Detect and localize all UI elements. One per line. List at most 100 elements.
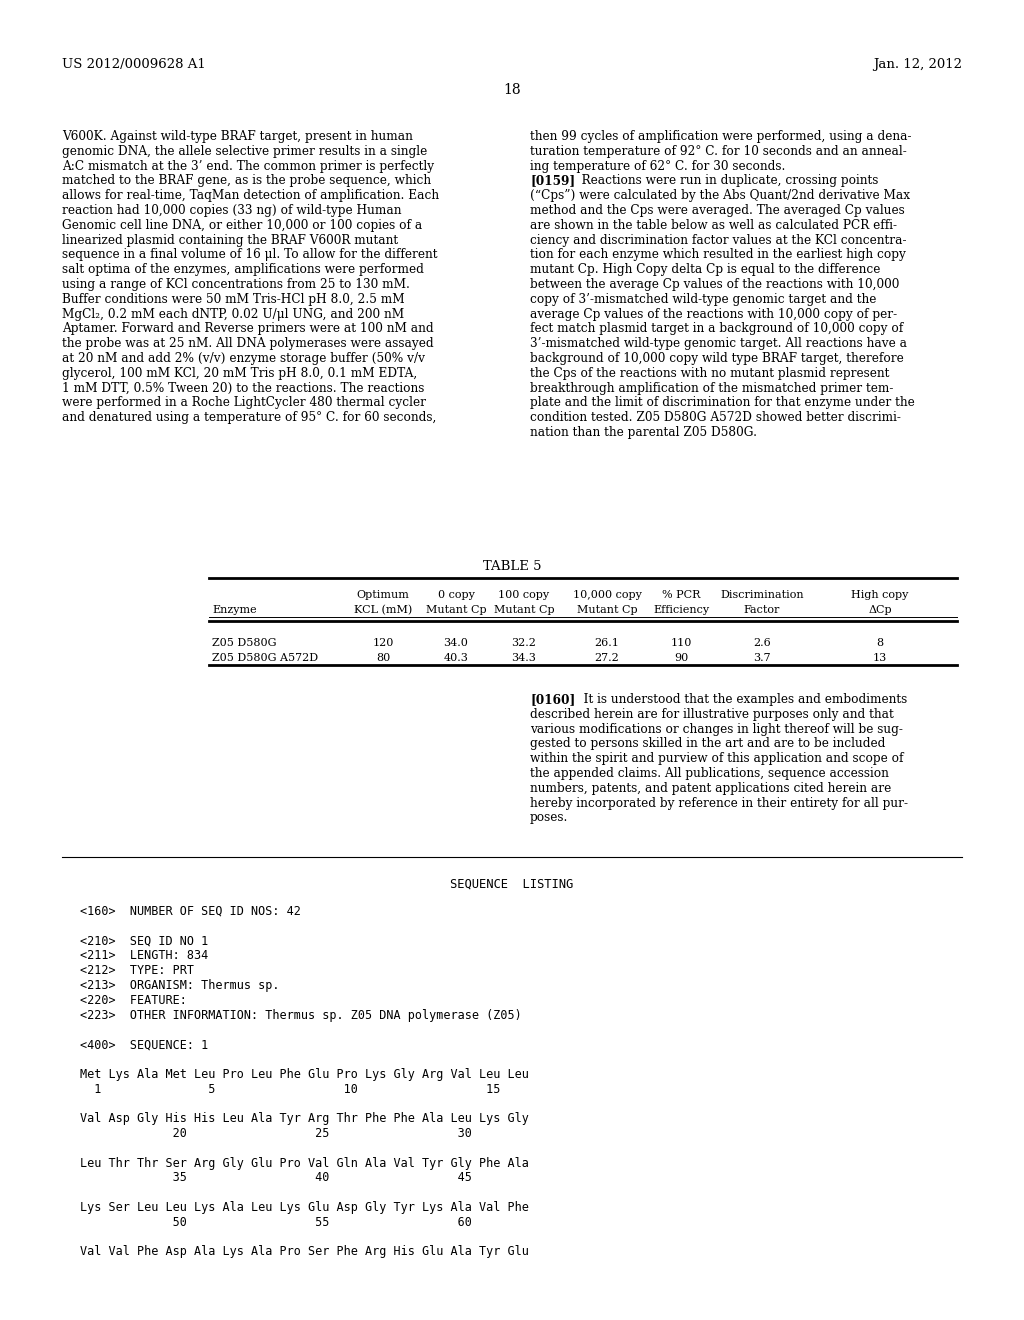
Text: 90: 90 bbox=[674, 653, 688, 663]
Text: Met Lys Ala Met Leu Pro Leu Phe Glu Pro Lys Gly Arg Val Leu Leu: Met Lys Ala Met Leu Pro Leu Phe Glu Pro … bbox=[80, 1068, 528, 1081]
Text: <160>  NUMBER OF SEQ ID NOS: 42: <160> NUMBER OF SEQ ID NOS: 42 bbox=[80, 906, 301, 917]
Text: <400>  SEQUENCE: 1: <400> SEQUENCE: 1 bbox=[80, 1039, 208, 1051]
Text: 1               5                  10                  15: 1 5 10 15 bbox=[80, 1082, 501, 1096]
Text: Z05 D580G A572D: Z05 D580G A572D bbox=[212, 653, 318, 663]
Text: 8: 8 bbox=[877, 638, 884, 648]
Text: gested to persons skilled in the art and are to be included: gested to persons skilled in the art and… bbox=[530, 738, 886, 750]
Text: 3’-mismatched wild-type genomic target. All reactions have a: 3’-mismatched wild-type genomic target. … bbox=[530, 337, 907, 350]
Text: 3.7: 3.7 bbox=[754, 653, 771, 663]
Text: 32.2: 32.2 bbox=[512, 638, 537, 648]
Text: breakthrough amplification of the mismatched primer tem-: breakthrough amplification of the mismat… bbox=[530, 381, 893, 395]
Text: <220>  FEATURE:: <220> FEATURE: bbox=[80, 994, 186, 1007]
Text: It is understood that the examples and embodiments: It is understood that the examples and e… bbox=[572, 693, 907, 706]
Text: Aptamer. Forward and Reverse primers were at 100 nM and: Aptamer. Forward and Reverse primers wer… bbox=[62, 322, 433, 335]
Text: between the average Cp values of the reactions with 10,000: between the average Cp values of the rea… bbox=[530, 279, 899, 290]
Text: 34.3: 34.3 bbox=[512, 653, 537, 663]
Text: are shown in the table below as well as calculated PCR effi-: are shown in the table below as well as … bbox=[530, 219, 897, 232]
Text: % PCR: % PCR bbox=[662, 590, 700, 601]
Text: SEQUENCE  LISTING: SEQUENCE LISTING bbox=[451, 878, 573, 891]
Text: 0 copy: 0 copy bbox=[437, 590, 474, 601]
Text: Jan. 12, 2012: Jan. 12, 2012 bbox=[873, 58, 962, 71]
Text: numbers, patents, and patent applications cited herein are: numbers, patents, and patent application… bbox=[530, 781, 891, 795]
Text: sequence in a final volume of 16 μl. To allow for the different: sequence in a final volume of 16 μl. To … bbox=[62, 248, 437, 261]
Text: described herein are for illustrative purposes only and that: described herein are for illustrative pu… bbox=[530, 708, 894, 721]
Text: 2.6: 2.6 bbox=[753, 638, 771, 648]
Text: various modifications or changes in light thereof will be sug-: various modifications or changes in ligh… bbox=[530, 722, 903, 735]
Text: Z05 D580G: Z05 D580G bbox=[212, 638, 276, 648]
Text: turation temperature of 92° C. for 10 seconds and an anneal-: turation temperature of 92° C. for 10 se… bbox=[530, 145, 906, 158]
Text: average Cp values of the reactions with 10,000 copy of per-: average Cp values of the reactions with … bbox=[530, 308, 897, 321]
Text: <213>  ORGANISM: Thermus sp.: <213> ORGANISM: Thermus sp. bbox=[80, 979, 280, 993]
Text: background of 10,000 copy wild type BRAF target, therefore: background of 10,000 copy wild type BRAF… bbox=[530, 352, 904, 366]
Text: TABLE 5: TABLE 5 bbox=[482, 560, 542, 573]
Text: 40.3: 40.3 bbox=[443, 653, 468, 663]
Text: 13: 13 bbox=[872, 653, 887, 663]
Text: mutant Cp. High Copy delta Cp is equal to the difference: mutant Cp. High Copy delta Cp is equal t… bbox=[530, 263, 881, 276]
Text: Efficiency: Efficiency bbox=[653, 605, 709, 615]
Text: linearized plasmid containing the BRAF V600R mutant: linearized plasmid containing the BRAF V… bbox=[62, 234, 398, 247]
Text: Mutant Cp: Mutant Cp bbox=[577, 605, 637, 615]
Text: 20                  25                  30: 20 25 30 bbox=[80, 1127, 472, 1140]
Text: glycerol, 100 mM KCl, 20 mM Tris pH 8.0, 0.1 mM EDTA,: glycerol, 100 mM KCl, 20 mM Tris pH 8.0,… bbox=[62, 367, 417, 380]
Text: High copy: High copy bbox=[851, 590, 908, 601]
Text: Discrimination: Discrimination bbox=[720, 590, 804, 601]
Text: matched to the BRAF gene, as is the probe sequence, which: matched to the BRAF gene, as is the prob… bbox=[62, 174, 431, 187]
Text: V600K. Against wild-type BRAF target, present in human: V600K. Against wild-type BRAF target, pr… bbox=[62, 129, 413, 143]
Text: 34.0: 34.0 bbox=[443, 638, 468, 648]
Text: <211>  LENGTH: 834: <211> LENGTH: 834 bbox=[80, 949, 208, 962]
Text: the probe was at 25 nM. All DNA polymerases were assayed: the probe was at 25 nM. All DNA polymera… bbox=[62, 337, 433, 350]
Text: 110: 110 bbox=[671, 638, 691, 648]
Text: ing temperature of 62° C. for 30 seconds.: ing temperature of 62° C. for 30 seconds… bbox=[530, 160, 785, 173]
Text: salt optima of the enzymes, amplifications were performed: salt optima of the enzymes, amplificatio… bbox=[62, 263, 424, 276]
Text: Val Val Phe Asp Ala Lys Ala Pro Ser Phe Arg His Glu Ala Tyr Glu: Val Val Phe Asp Ala Lys Ala Pro Ser Phe … bbox=[80, 1245, 528, 1258]
Text: fect match plasmid target in a background of 10,000 copy of: fect match plasmid target in a backgroun… bbox=[530, 322, 903, 335]
Text: allows for real-time, TaqMan detection of amplification. Each: allows for real-time, TaqMan detection o… bbox=[62, 189, 439, 202]
Text: 10,000 copy: 10,000 copy bbox=[572, 590, 641, 601]
Text: KCL (mM): KCL (mM) bbox=[354, 605, 412, 615]
Text: 26.1: 26.1 bbox=[595, 638, 620, 648]
Text: 120: 120 bbox=[373, 638, 393, 648]
Text: Buffer conditions were 50 mM Tris-HCl pH 8.0, 2.5 mM: Buffer conditions were 50 mM Tris-HCl pH… bbox=[62, 293, 404, 306]
Text: Lys Ser Leu Leu Lys Ala Leu Lys Glu Asp Gly Tyr Lys Ala Val Phe: Lys Ser Leu Leu Lys Ala Leu Lys Glu Asp … bbox=[80, 1201, 528, 1214]
Text: tion for each enzyme which resulted in the earliest high copy: tion for each enzyme which resulted in t… bbox=[530, 248, 906, 261]
Text: Leu Thr Thr Ser Arg Gly Glu Pro Val Gln Ala Val Tyr Gly Phe Ala: Leu Thr Thr Ser Arg Gly Glu Pro Val Gln … bbox=[80, 1156, 528, 1170]
Text: then 99 cycles of amplification were performed, using a dena-: then 99 cycles of amplification were per… bbox=[530, 129, 911, 143]
Text: poses.: poses. bbox=[530, 812, 568, 825]
Text: 80: 80 bbox=[376, 653, 390, 663]
Text: <210>  SEQ ID NO 1: <210> SEQ ID NO 1 bbox=[80, 935, 208, 948]
Text: copy of 3’-mismatched wild-type genomic target and the: copy of 3’-mismatched wild-type genomic … bbox=[530, 293, 877, 306]
Text: Optimum: Optimum bbox=[356, 590, 410, 601]
Text: 18: 18 bbox=[503, 83, 521, 96]
Text: A:C mismatch at the 3’ end. The common primer is perfectly: A:C mismatch at the 3’ end. The common p… bbox=[62, 160, 434, 173]
Text: Val Asp Gly His His Leu Ala Tyr Arg Thr Phe Phe Ala Leu Lys Gly: Val Asp Gly His His Leu Ala Tyr Arg Thr … bbox=[80, 1113, 528, 1125]
Text: 100 copy: 100 copy bbox=[499, 590, 550, 601]
Text: at 20 nM and add 2% (v/v) enzyme storage buffer (50% v/v: at 20 nM and add 2% (v/v) enzyme storage… bbox=[62, 352, 425, 366]
Text: Reactions were run in duplicate, crossing points: Reactions were run in duplicate, crossin… bbox=[570, 174, 879, 187]
Text: ΔCp: ΔCp bbox=[868, 605, 892, 615]
Text: genomic DNA, the allele selective primer results in a single: genomic DNA, the allele selective primer… bbox=[62, 145, 427, 158]
Text: Mutant Cp: Mutant Cp bbox=[494, 605, 554, 615]
Text: (“Cps”) were calculated by the Abs Quant/2nd derivative Max: (“Cps”) were calculated by the Abs Quant… bbox=[530, 189, 910, 202]
Text: 35                  40                  45: 35 40 45 bbox=[80, 1171, 472, 1184]
Text: plate and the limit of discrimination for that enzyme under the: plate and the limit of discrimination fo… bbox=[530, 396, 914, 409]
Text: [0159]: [0159] bbox=[530, 174, 575, 187]
Text: [0160]: [0160] bbox=[530, 693, 575, 706]
Text: condition tested. Z05 D580G A572D showed better discrimi-: condition tested. Z05 D580G A572D showed… bbox=[530, 412, 901, 424]
Text: ciency and discrimination factor values at the KCl concentra-: ciency and discrimination factor values … bbox=[530, 234, 906, 247]
Text: <212>  TYPE: PRT: <212> TYPE: PRT bbox=[80, 964, 194, 977]
Text: within the spirit and purview of this application and scope of: within the spirit and purview of this ap… bbox=[530, 752, 903, 766]
Text: Genomic cell line DNA, or either 10,000 or 100 copies of a: Genomic cell line DNA, or either 10,000 … bbox=[62, 219, 422, 232]
Text: the appended claims. All publications, sequence accession: the appended claims. All publications, s… bbox=[530, 767, 889, 780]
Text: and denatured using a temperature of 95° C. for 60 seconds,: and denatured using a temperature of 95°… bbox=[62, 412, 436, 424]
Text: Factor: Factor bbox=[743, 605, 780, 615]
Text: Enzyme: Enzyme bbox=[212, 605, 257, 615]
Text: 50                  55                  60: 50 55 60 bbox=[80, 1216, 472, 1229]
Text: using a range of KCl concentrations from 25 to 130 mM.: using a range of KCl concentrations from… bbox=[62, 279, 410, 290]
Text: the Cps of the reactions with no mutant plasmid represent: the Cps of the reactions with no mutant … bbox=[530, 367, 890, 380]
Text: Mutant Cp: Mutant Cp bbox=[426, 605, 486, 615]
Text: were performed in a Roche LightCycler 480 thermal cycler: were performed in a Roche LightCycler 48… bbox=[62, 396, 426, 409]
Text: US 2012/0009628 A1: US 2012/0009628 A1 bbox=[62, 58, 206, 71]
Text: hereby incorporated by reference in their entirety for all pur-: hereby incorporated by reference in thei… bbox=[530, 796, 908, 809]
Text: nation than the parental Z05 D580G.: nation than the parental Z05 D580G. bbox=[530, 426, 757, 440]
Text: method and the Cps were averaged. The averaged Cp values: method and the Cps were averaged. The av… bbox=[530, 205, 905, 216]
